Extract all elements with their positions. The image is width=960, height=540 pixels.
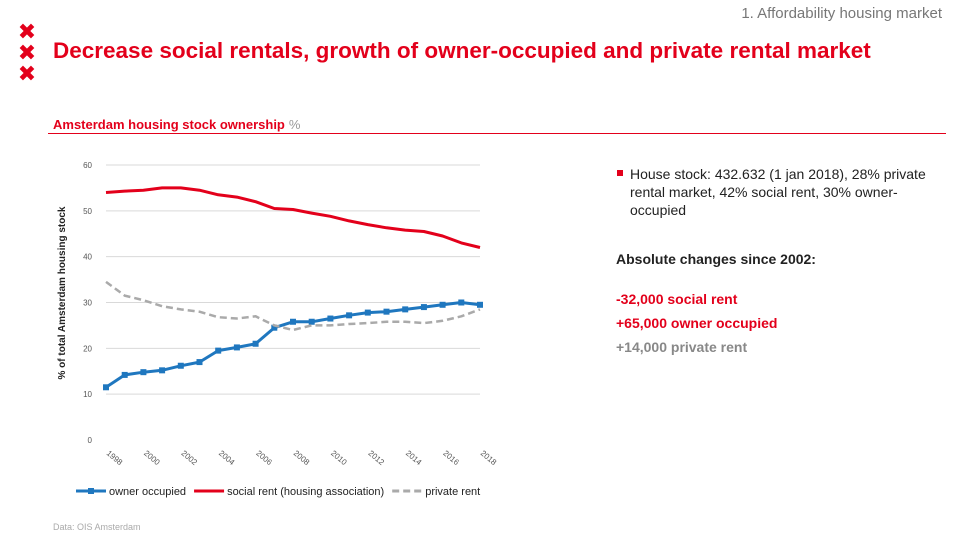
x-tick-label: 2018 [479, 449, 499, 468]
x-tick-label: 2002 [180, 449, 200, 468]
data-source: Data: OIS Amsterdam [53, 522, 141, 532]
change-owner-occupied: +65,000 owner occupied [616, 315, 778, 331]
x-tick-labels: 1998 2000 2002 2004 2006 2008 2010 2012 2014 2016… [105, 449, 499, 468]
series-layer [103, 186, 483, 391]
change-private-rent: +14,000 private rent [616, 339, 748, 355]
data-point [103, 384, 109, 391]
data-point [177, 362, 184, 369]
x-tick-label: 2016 [441, 449, 461, 468]
data-point [233, 344, 240, 351]
data-point [140, 369, 147, 376]
y-tick-label: 20 [83, 344, 92, 353]
data-point [159, 367, 166, 374]
data-point [402, 306, 409, 313]
data-point [383, 308, 390, 315]
house-stock-bullet: House stock: 432.632 (1 jan 2018), 28% p… [616, 165, 946, 219]
x-tick-label: 2000 [142, 449, 162, 468]
y-tick-label: 0 [88, 436, 93, 445]
y-tick-label: 50 [83, 207, 92, 216]
logo-cross-icon: ✖ [17, 41, 37, 66]
data-point [252, 340, 259, 347]
chart-heading-label: Amsterdam housing stock ownership [53, 117, 285, 132]
data-point [364, 309, 371, 316]
x-tick-label: 2012 [367, 449, 387, 468]
data-point [477, 301, 483, 308]
data-point [346, 312, 353, 319]
city-logo: ✖ ✖ ✖ [17, 20, 37, 87]
x-tick-label: 2004 [217, 449, 237, 468]
data-point [290, 318, 296, 325]
legend-label-2: private rent [425, 486, 480, 498]
y-tick-label: 60 [83, 161, 92, 170]
data-point [215, 347, 222, 354]
data-point [196, 359, 203, 366]
changes-heading: Absolute changes since 2002: [616, 251, 816, 267]
x-tick-label: 2010 [329, 449, 349, 468]
facts-panel: House stock: 432.632 (1 jan 2018), 28% p… [616, 165, 946, 355]
x-tick-label: 2008 [292, 449, 312, 468]
y-tick-labels: 0 10 20 30 40 50 60 [83, 161, 92, 445]
data-point [271, 324, 278, 331]
y-tick-label: 30 [83, 299, 92, 308]
housing-stock-line-chart: 0 10 20 30 40 50 60 1998 2000 2002 2004 2006 2008 20… [57, 161, 499, 498]
x-tick-label: 1998 [105, 449, 125, 468]
data-point [420, 304, 427, 311]
grid-layer [106, 164, 480, 395]
data-point [439, 301, 446, 308]
data-point [308, 318, 315, 325]
series-line-1 [105, 186, 481, 249]
x-tick-label: 2006 [254, 449, 274, 468]
x-tick-label: 2014 [404, 449, 424, 468]
data-point [121, 371, 128, 378]
chart-heading: Amsterdam housing stock ownership% [53, 117, 300, 132]
y-tick-label: 40 [83, 253, 92, 262]
y-tick-label: 10 [83, 390, 92, 399]
heading-divider [48, 133, 946, 134]
legend-marker [88, 488, 94, 494]
slide-title: Decrease social rentals, growth of owner… [53, 38, 871, 63]
data-point [458, 299, 465, 306]
legend-label-1: social rent (housing association) [227, 486, 384, 498]
legend-label-0: owner occupied [109, 486, 186, 498]
logo-cross-icon: ✖ [17, 62, 37, 87]
section-label: 1. Affordability housing market [741, 5, 942, 22]
chart-heading-unit: % [288, 117, 301, 132]
logo-cross-icon: ✖ [17, 20, 37, 45]
series-line-2 [105, 280, 481, 332]
change-social-rent: -32,000 social rent [616, 291, 738, 307]
data-point [327, 315, 334, 322]
series-line-0 [105, 301, 481, 389]
y-axis-title: % of total Amsterdam housing stock [57, 206, 68, 379]
chart-legend: owner occupied social rent (housing assoc… [76, 486, 480, 498]
